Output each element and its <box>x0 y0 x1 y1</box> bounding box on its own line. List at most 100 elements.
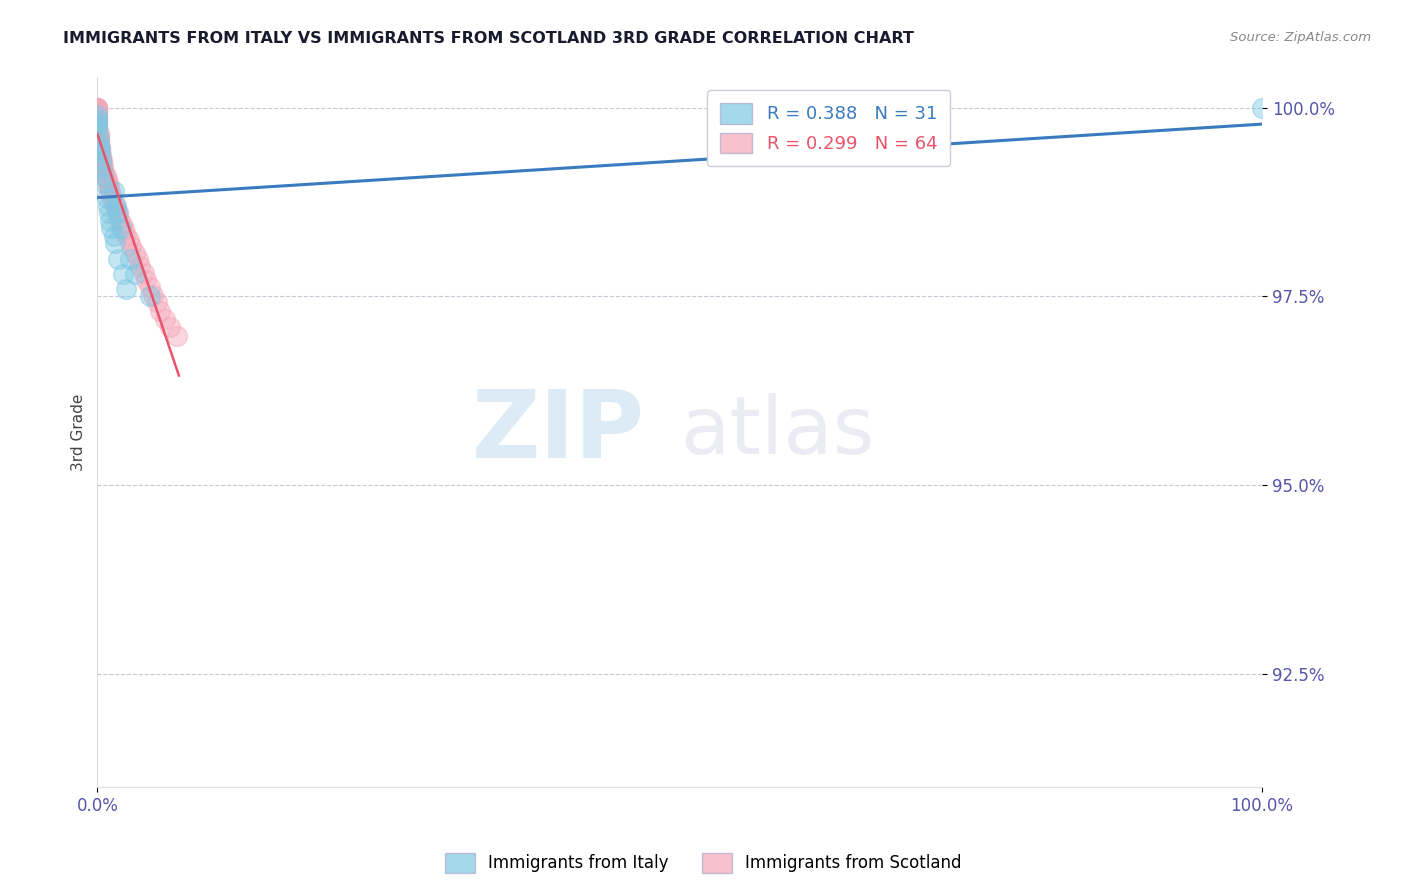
Point <box>96 172 118 186</box>
Point <box>91 153 114 168</box>
Point <box>100 188 122 202</box>
Point <box>86 122 108 136</box>
Point <box>104 202 127 216</box>
Point <box>104 197 127 211</box>
Point <box>86 116 108 130</box>
Text: IMMIGRANTS FROM ITALY VS IMMIGRANTS FROM SCOTLAND 3RD GRADE CORRELATION CHART: IMMIGRANTS FROM ITALY VS IMMIGRANTS FROM… <box>63 31 914 46</box>
Point <box>107 206 129 220</box>
Point <box>86 106 108 120</box>
Point <box>142 287 165 301</box>
Point <box>97 176 120 190</box>
Point <box>87 136 110 150</box>
Point <box>90 153 112 168</box>
Point <box>87 126 110 140</box>
Point <box>139 280 162 294</box>
Point <box>86 110 108 124</box>
Point <box>86 120 108 134</box>
Point <box>86 101 108 115</box>
Point <box>104 199 127 213</box>
Point <box>104 236 127 251</box>
Point <box>96 191 118 205</box>
Point <box>86 121 108 136</box>
Point <box>135 273 157 287</box>
Point <box>89 142 111 156</box>
Point <box>91 156 114 170</box>
Point <box>149 303 172 318</box>
Text: atlas: atlas <box>679 393 875 471</box>
Point <box>98 206 121 220</box>
Point <box>124 267 146 281</box>
Point <box>98 185 121 199</box>
Point <box>124 246 146 260</box>
Point <box>98 179 121 194</box>
Point <box>89 140 111 154</box>
Point <box>87 138 110 153</box>
Point <box>118 234 141 248</box>
Point <box>1251 101 1274 115</box>
Point <box>111 217 134 231</box>
Point <box>87 137 110 152</box>
Point <box>118 252 141 266</box>
Point <box>93 176 115 190</box>
Point <box>86 117 108 131</box>
Legend: Immigrants from Italy, Immigrants from Scotland: Immigrants from Italy, Immigrants from S… <box>437 847 969 880</box>
Point <box>89 145 111 160</box>
Point <box>107 252 129 266</box>
Point <box>86 101 108 115</box>
Point <box>86 101 108 115</box>
Point <box>107 206 129 220</box>
Point <box>145 295 167 310</box>
Point <box>127 252 149 267</box>
Point <box>86 114 108 128</box>
Point <box>86 112 108 126</box>
Point <box>86 101 108 115</box>
Point <box>86 112 108 127</box>
Point <box>100 221 122 235</box>
Point <box>90 150 112 164</box>
Point <box>86 102 108 116</box>
Point <box>87 131 110 145</box>
Point <box>120 239 142 253</box>
Point <box>86 101 108 115</box>
Point <box>115 282 138 296</box>
Point <box>87 133 110 147</box>
Point <box>86 119 108 133</box>
Point <box>86 112 108 126</box>
Point <box>86 105 108 120</box>
Point <box>94 169 117 184</box>
Point <box>89 145 111 160</box>
Point <box>87 131 110 145</box>
Point <box>153 312 176 326</box>
Point <box>98 214 121 228</box>
Point <box>86 116 108 130</box>
Point <box>91 169 114 183</box>
Point <box>86 108 108 122</box>
Point <box>129 259 152 273</box>
Point <box>87 128 110 143</box>
Point <box>112 222 135 236</box>
Point <box>101 193 124 207</box>
Point <box>115 228 138 243</box>
Point <box>86 103 108 118</box>
Point <box>111 267 134 281</box>
Point <box>86 108 108 122</box>
Point <box>91 161 114 175</box>
Point <box>90 148 112 162</box>
Point <box>103 228 125 243</box>
Point <box>132 266 155 280</box>
Point <box>139 289 162 303</box>
Point <box>103 184 125 198</box>
Point <box>110 221 132 235</box>
Point <box>91 160 114 174</box>
Legend: R = 0.388   N = 31, R = 0.299   N = 64: R = 0.388 N = 31, R = 0.299 N = 64 <box>707 90 950 166</box>
Y-axis label: 3rd Grade: 3rd Grade <box>72 393 86 471</box>
Point <box>166 329 188 343</box>
Point <box>86 123 108 137</box>
Point <box>91 162 114 177</box>
Point <box>97 199 120 213</box>
Text: ZIP: ZIP <box>472 386 645 478</box>
Text: Source: ZipAtlas.com: Source: ZipAtlas.com <box>1230 31 1371 45</box>
Point <box>86 125 108 139</box>
Point <box>159 320 181 334</box>
Point <box>89 142 111 156</box>
